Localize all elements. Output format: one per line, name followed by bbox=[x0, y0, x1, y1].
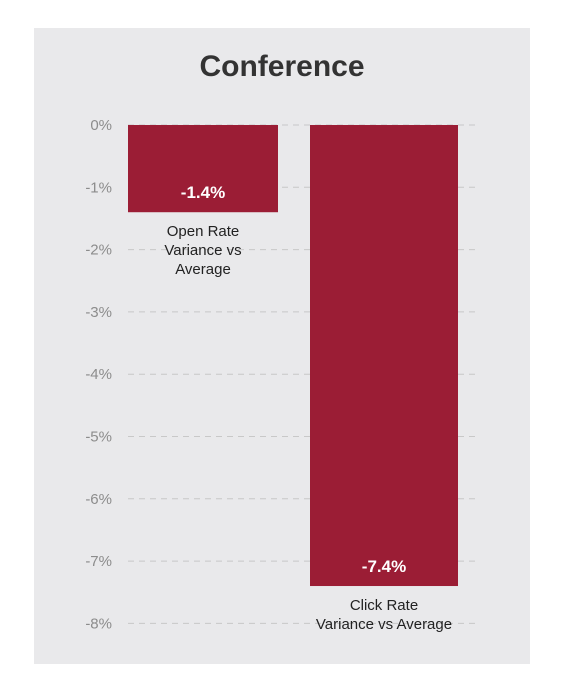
category-label: Open Rate bbox=[167, 223, 240, 240]
category-label: Average bbox=[175, 261, 231, 278]
category-label: Variance vs Average bbox=[316, 616, 452, 633]
chart-title: Conference bbox=[199, 50, 365, 83]
bar bbox=[310, 125, 458, 587]
y-tick-label: -3% bbox=[85, 304, 112, 321]
y-tick-label: 0% bbox=[90, 117, 112, 134]
y-tick-label: -1% bbox=[85, 179, 112, 196]
category-label: Click Rate bbox=[350, 597, 418, 614]
data-label: -7.4% bbox=[362, 557, 406, 576]
y-tick-label: -6% bbox=[85, 491, 112, 508]
y-tick-label: -5% bbox=[85, 429, 112, 446]
y-tick-label: -8% bbox=[85, 615, 112, 632]
data-label: -1.4% bbox=[181, 183, 225, 202]
category-label: Variance vs bbox=[164, 242, 241, 259]
y-tick-label: -7% bbox=[85, 553, 112, 570]
y-tick-label: -2% bbox=[85, 242, 112, 259]
y-tick-label: -4% bbox=[85, 366, 112, 383]
bar bbox=[128, 125, 278, 213]
